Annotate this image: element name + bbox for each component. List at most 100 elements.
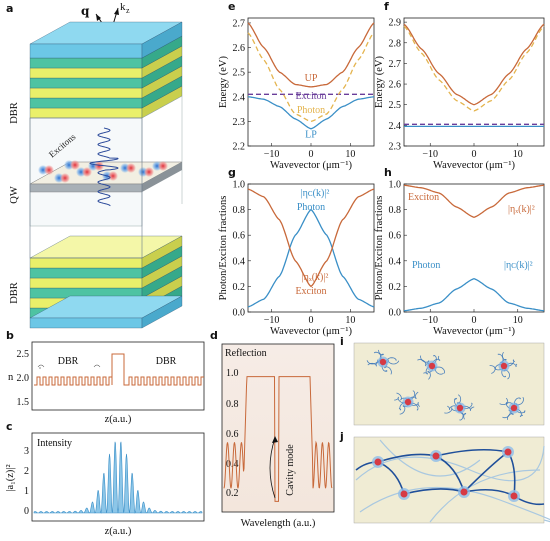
c-intensity-profile xyxy=(33,441,203,514)
chart-e-ytick: 2.7 xyxy=(233,18,246,29)
c-ytick-0: 0 xyxy=(24,506,29,517)
panel-label-a: a xyxy=(6,2,13,15)
b-dbr-left-label: DBR xyxy=(58,356,79,367)
vector-q-label: q xyxy=(81,4,90,18)
dbr-top-layer-0-front xyxy=(29,57,143,69)
c-ytick-1: 1 xyxy=(24,486,29,497)
h-label-photon: Photon xyxy=(412,260,440,271)
chart-g-ytick: 1.0 xyxy=(233,180,246,191)
panel-label-c: c xyxy=(6,420,13,433)
chart-h-xtick: 10 xyxy=(513,315,523,326)
panel-label-h: h xyxy=(384,166,392,179)
i-localized-polaritons xyxy=(366,349,526,421)
chart-h-ytick: 0.2 xyxy=(389,282,402,293)
dbr-bottom-layer-2-front xyxy=(29,277,143,289)
d-ytick-10: 1.0 xyxy=(226,368,239,379)
g-eq-photon: |ηᴄ(k)|² xyxy=(301,188,330,199)
dbr-top-cap-side xyxy=(141,21,183,59)
exciton-electron xyxy=(70,160,80,170)
delocalized-polariton-core xyxy=(510,492,518,500)
dbr-top-layer-4-front xyxy=(29,97,143,109)
exciton-electron xyxy=(94,161,104,171)
exciton-electron xyxy=(60,173,70,183)
panel-c: c Intensity 3 2 1 0 |a₁(z)|² z(a.u.) xyxy=(5,420,205,537)
label-dbr-bottom: DBR xyxy=(9,282,20,304)
polariton xyxy=(444,394,475,421)
panel-d-frame xyxy=(221,343,335,513)
panel-label-g: g xyxy=(228,166,236,179)
delocalized-polariton-core xyxy=(374,458,382,466)
dbr-top-cap-front xyxy=(29,43,143,59)
dbr-bottom-layer-0-side xyxy=(141,235,183,269)
vector-kz-sub: z xyxy=(126,6,130,15)
vector-kz-label: k xyxy=(120,1,126,13)
chart-f-ytick: 2.3 xyxy=(389,142,402,153)
panel-label-j: j xyxy=(339,430,344,443)
chart-e-xtick: 0 xyxy=(309,149,314,160)
chart-h-xlabel: Wavevector (μm⁻¹) xyxy=(433,326,515,337)
dbr-top-layer-2-front xyxy=(29,77,143,89)
chart-h-xtick: −10 xyxy=(422,315,438,326)
panel-j: j xyxy=(339,430,550,524)
chart-g-ytick: 0.4 xyxy=(233,256,246,267)
chart-h-ytick: 0.4 xyxy=(389,256,402,267)
e-label-exciton: Exciton xyxy=(295,91,326,102)
exciton-electron xyxy=(44,165,54,175)
cavity-stack: Excitons xyxy=(29,21,183,329)
chart-g-frame xyxy=(247,183,375,313)
label-qw: QW xyxy=(9,186,20,204)
delocalized-polariton-core xyxy=(504,448,512,456)
chart-e-ytick: 2.3 xyxy=(233,117,246,128)
b-ytick-15: 1.5 xyxy=(17,397,30,408)
dbr-bottom-cap-front xyxy=(29,317,143,329)
chart-f-xtick: 0 xyxy=(472,149,477,160)
e-label-photon: Photon xyxy=(297,105,325,116)
g-eq-exciton: |ηₓ(k)|² xyxy=(302,272,329,283)
chart-g-xtick: 0 xyxy=(309,315,314,326)
polariton xyxy=(499,396,526,420)
e-label-lp: LP xyxy=(305,129,317,140)
g-label-photon: Photon xyxy=(297,202,325,213)
chart-h-series-exciton xyxy=(403,184,545,218)
e-label-up: UP xyxy=(305,73,318,84)
d-ytick-08: 0.8 xyxy=(226,399,239,410)
quantum-well-front xyxy=(29,183,143,193)
polariton xyxy=(394,390,421,415)
chart-g-xlabel: Wavevector (μm⁻¹) xyxy=(270,326,352,337)
chart-h-ylabel: Photon/Exciton fractions xyxy=(374,196,385,301)
quantum-well-side xyxy=(142,162,182,192)
chart-h-series-photon xyxy=(403,278,545,312)
chart-g-ylabel: Photon/Exciton fractions xyxy=(218,196,229,301)
dbr-top-layer-3-front xyxy=(29,87,143,99)
chart-f-xtick: 10 xyxy=(513,149,523,160)
delocalized-polariton-core xyxy=(460,488,468,496)
chart-f-ytick: 2.4 xyxy=(389,121,402,132)
label-dbr-top: DBR xyxy=(9,102,20,124)
d-xlabel: Wavelength (a.u.) xyxy=(241,518,316,529)
dbr-top-layer-5-front xyxy=(29,107,143,119)
polariton xyxy=(417,354,446,380)
h-eq-exciton: |ηₓ(k)|² xyxy=(508,204,535,215)
panel-b-frame xyxy=(31,341,205,411)
chart-h-ytick: 1.0 xyxy=(389,180,402,191)
chart-e-ylabel: Energy (eV) xyxy=(218,56,229,108)
c-title: Intensity xyxy=(37,438,72,449)
panel-c-frame xyxy=(31,432,205,522)
panel-label-b: b xyxy=(6,329,14,342)
delocalized-polariton-core xyxy=(400,490,408,498)
chart-h-xtick: 0 xyxy=(472,315,477,326)
chart-g-ytick: 0.2 xyxy=(233,282,246,293)
panel-label-d: d xyxy=(210,329,218,342)
d-cavity-mode-arrow xyxy=(269,437,276,499)
b-ylabel: n xyxy=(8,372,14,383)
dbr-bottom-cap-side xyxy=(141,295,183,329)
b-dbr-right-label: DBR xyxy=(156,356,177,367)
polariton xyxy=(489,351,518,380)
dbr-bottom-layer-0-front xyxy=(29,257,143,269)
g-label-exciton: Exciton xyxy=(295,286,326,297)
chart-g-series-exciton xyxy=(247,188,375,288)
